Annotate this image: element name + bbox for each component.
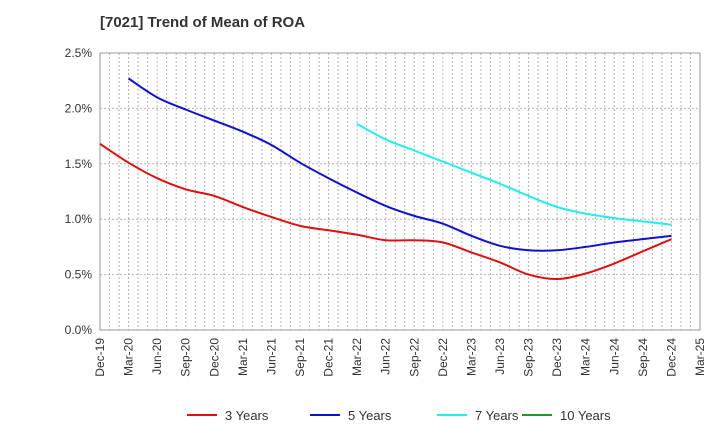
x-tick-label: Mar-24 — [579, 338, 593, 376]
x-tick-label: Sep-24 — [636, 338, 650, 377]
series-line-7-years — [356, 123, 672, 226]
x-tick-label: Sep-22 — [407, 338, 421, 377]
y-tick-label: 0.0% — [65, 323, 93, 337]
y-tick-label: 1.5% — [65, 157, 93, 171]
series-line-3-years — [99, 143, 672, 281]
y-tick-label: 2.0% — [65, 101, 93, 115]
x-tick-label: Sep-20 — [179, 338, 193, 377]
x-tick-label: Mar-21 — [236, 338, 250, 376]
x-tick-label: Dec-24 — [664, 338, 678, 377]
legend-label-7-years: 7 Years — [475, 408, 519, 423]
x-tick-label: Jun-20 — [150, 338, 164, 375]
y-tick-label: 1.0% — [65, 212, 93, 226]
x-tick-label: Jun-22 — [379, 338, 393, 375]
x-tick-label: Dec-23 — [550, 338, 564, 377]
x-tick-label: Jun-21 — [264, 338, 278, 375]
x-tick-label: Dec-21 — [322, 338, 336, 377]
x-tick-label: Sep-23 — [522, 338, 536, 377]
legend-label-10-years: 10 Years — [560, 408, 611, 423]
x-tick-label: Dec-19 — [93, 338, 107, 377]
y-tick-label: 0.5% — [65, 268, 93, 282]
x-tick-label: Mar-23 — [464, 338, 478, 376]
x-tick-label: Jun-24 — [607, 338, 621, 375]
x-tick-label: Mar-20 — [122, 338, 136, 376]
x-tick-label: Dec-20 — [207, 338, 221, 377]
x-tick-label: Jun-23 — [493, 338, 507, 375]
legend-label-5-years: 5 Years — [348, 408, 392, 423]
series-line-5-years — [128, 77, 672, 252]
chart-title: [7021] Trend of Mean of ROA — [100, 14, 306, 31]
x-tick-label: Mar-25 — [693, 338, 707, 376]
plot-frame — [99, 52, 701, 331]
legend-label-3-years: 3 Years — [225, 408, 269, 423]
x-tick-label: Mar-22 — [350, 338, 364, 376]
y-tick-label: 2.5% — [65, 46, 93, 60]
x-tick-label: Sep-21 — [293, 338, 307, 377]
x-tick-label: Dec-22 — [436, 338, 450, 377]
